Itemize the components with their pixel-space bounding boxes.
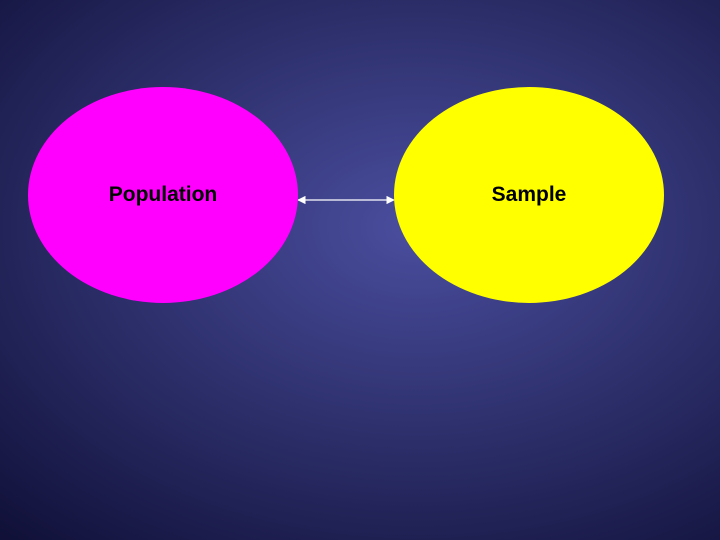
population-node: Population bbox=[28, 87, 298, 303]
sample-node: Sample bbox=[394, 87, 664, 303]
sample-label: Sample bbox=[492, 183, 567, 207]
population-label: Population bbox=[109, 183, 218, 207]
